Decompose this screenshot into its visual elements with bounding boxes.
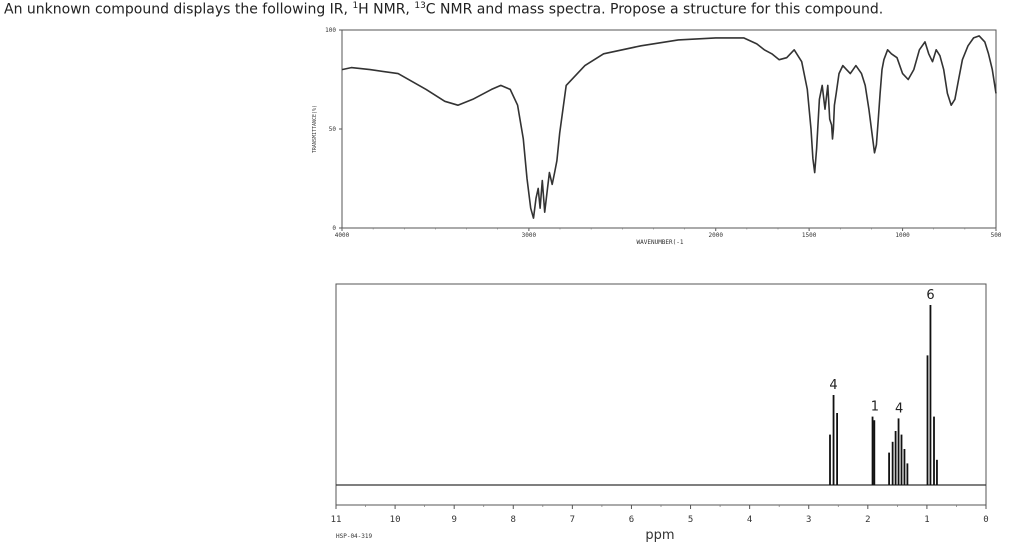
question-sup-2: 13 [414, 1, 426, 11]
nmr-x-axis-label: ppm [645, 528, 674, 543]
ir-y-tick-label: 100 [325, 27, 336, 34]
question-part-3: C NMR and mass spectra. Propose a struct… [425, 1, 884, 18]
ir-x-tick-label: 3000 [522, 232, 537, 239]
ir-series-line [341, 35, 997, 219]
nmr-x-tick-label: 8 [511, 515, 516, 525]
ir-x-axis-label: WAVENUMBER(-1 [637, 239, 684, 246]
nmr-x-tick-label: 7 [570, 515, 575, 525]
nmr-x-tick-label: 10 [390, 515, 401, 525]
ir-y-tick-label: 50 [329, 126, 337, 133]
nmr-x-tick-label: 5 [688, 515, 693, 525]
nmr-x-tick-label: 2 [865, 515, 870, 525]
ir-x-tick-label: 1000 [895, 232, 910, 239]
ir-y-axis-label: TRANSMITTANCE(%) [312, 105, 318, 153]
ir-x-tick-label: 4000 [335, 232, 350, 239]
nmr-x-tick-label: 3 [806, 515, 811, 525]
nmr-footnote: HSP-04-319 [336, 533, 373, 540]
question-part-1: An unknown compound displays the followi… [4, 1, 353, 18]
ir-spectrum-chart: 4000 3000 2000 1500 1000 500 0 50 100 WAVENUMBER(… [312, 27, 1002, 246]
nmr-integration-label: 1 [871, 400, 879, 415]
nmr-integration-label: 4 [829, 378, 837, 393]
nmr-x-tick-label: 0 [983, 515, 988, 525]
nmr-x-tick-label: 4 [747, 515, 752, 525]
question-sup-1: 1 [352, 1, 359, 11]
ir-y-tick-label: 0 [332, 225, 336, 232]
nmr-x-tick-label: 6 [629, 515, 634, 525]
nmr-x-tick-label: 9 [451, 515, 456, 525]
question-text: An unknown compound displays the followi… [4, 1, 883, 18]
ir-x-tick-label: 1500 [802, 232, 817, 239]
nmr-integration-label: 4 [895, 401, 903, 416]
nmr-x-tick-label: 11 [331, 515, 342, 525]
question-part-2: H NMR, [358, 1, 415, 18]
ir-x-tick-label: 2000 [708, 232, 723, 239]
nmr-x-tick-label: 1 [924, 515, 929, 525]
ir-x-tick-label: 500 [991, 232, 1002, 239]
nmr-integration-label: 6 [926, 288, 934, 303]
